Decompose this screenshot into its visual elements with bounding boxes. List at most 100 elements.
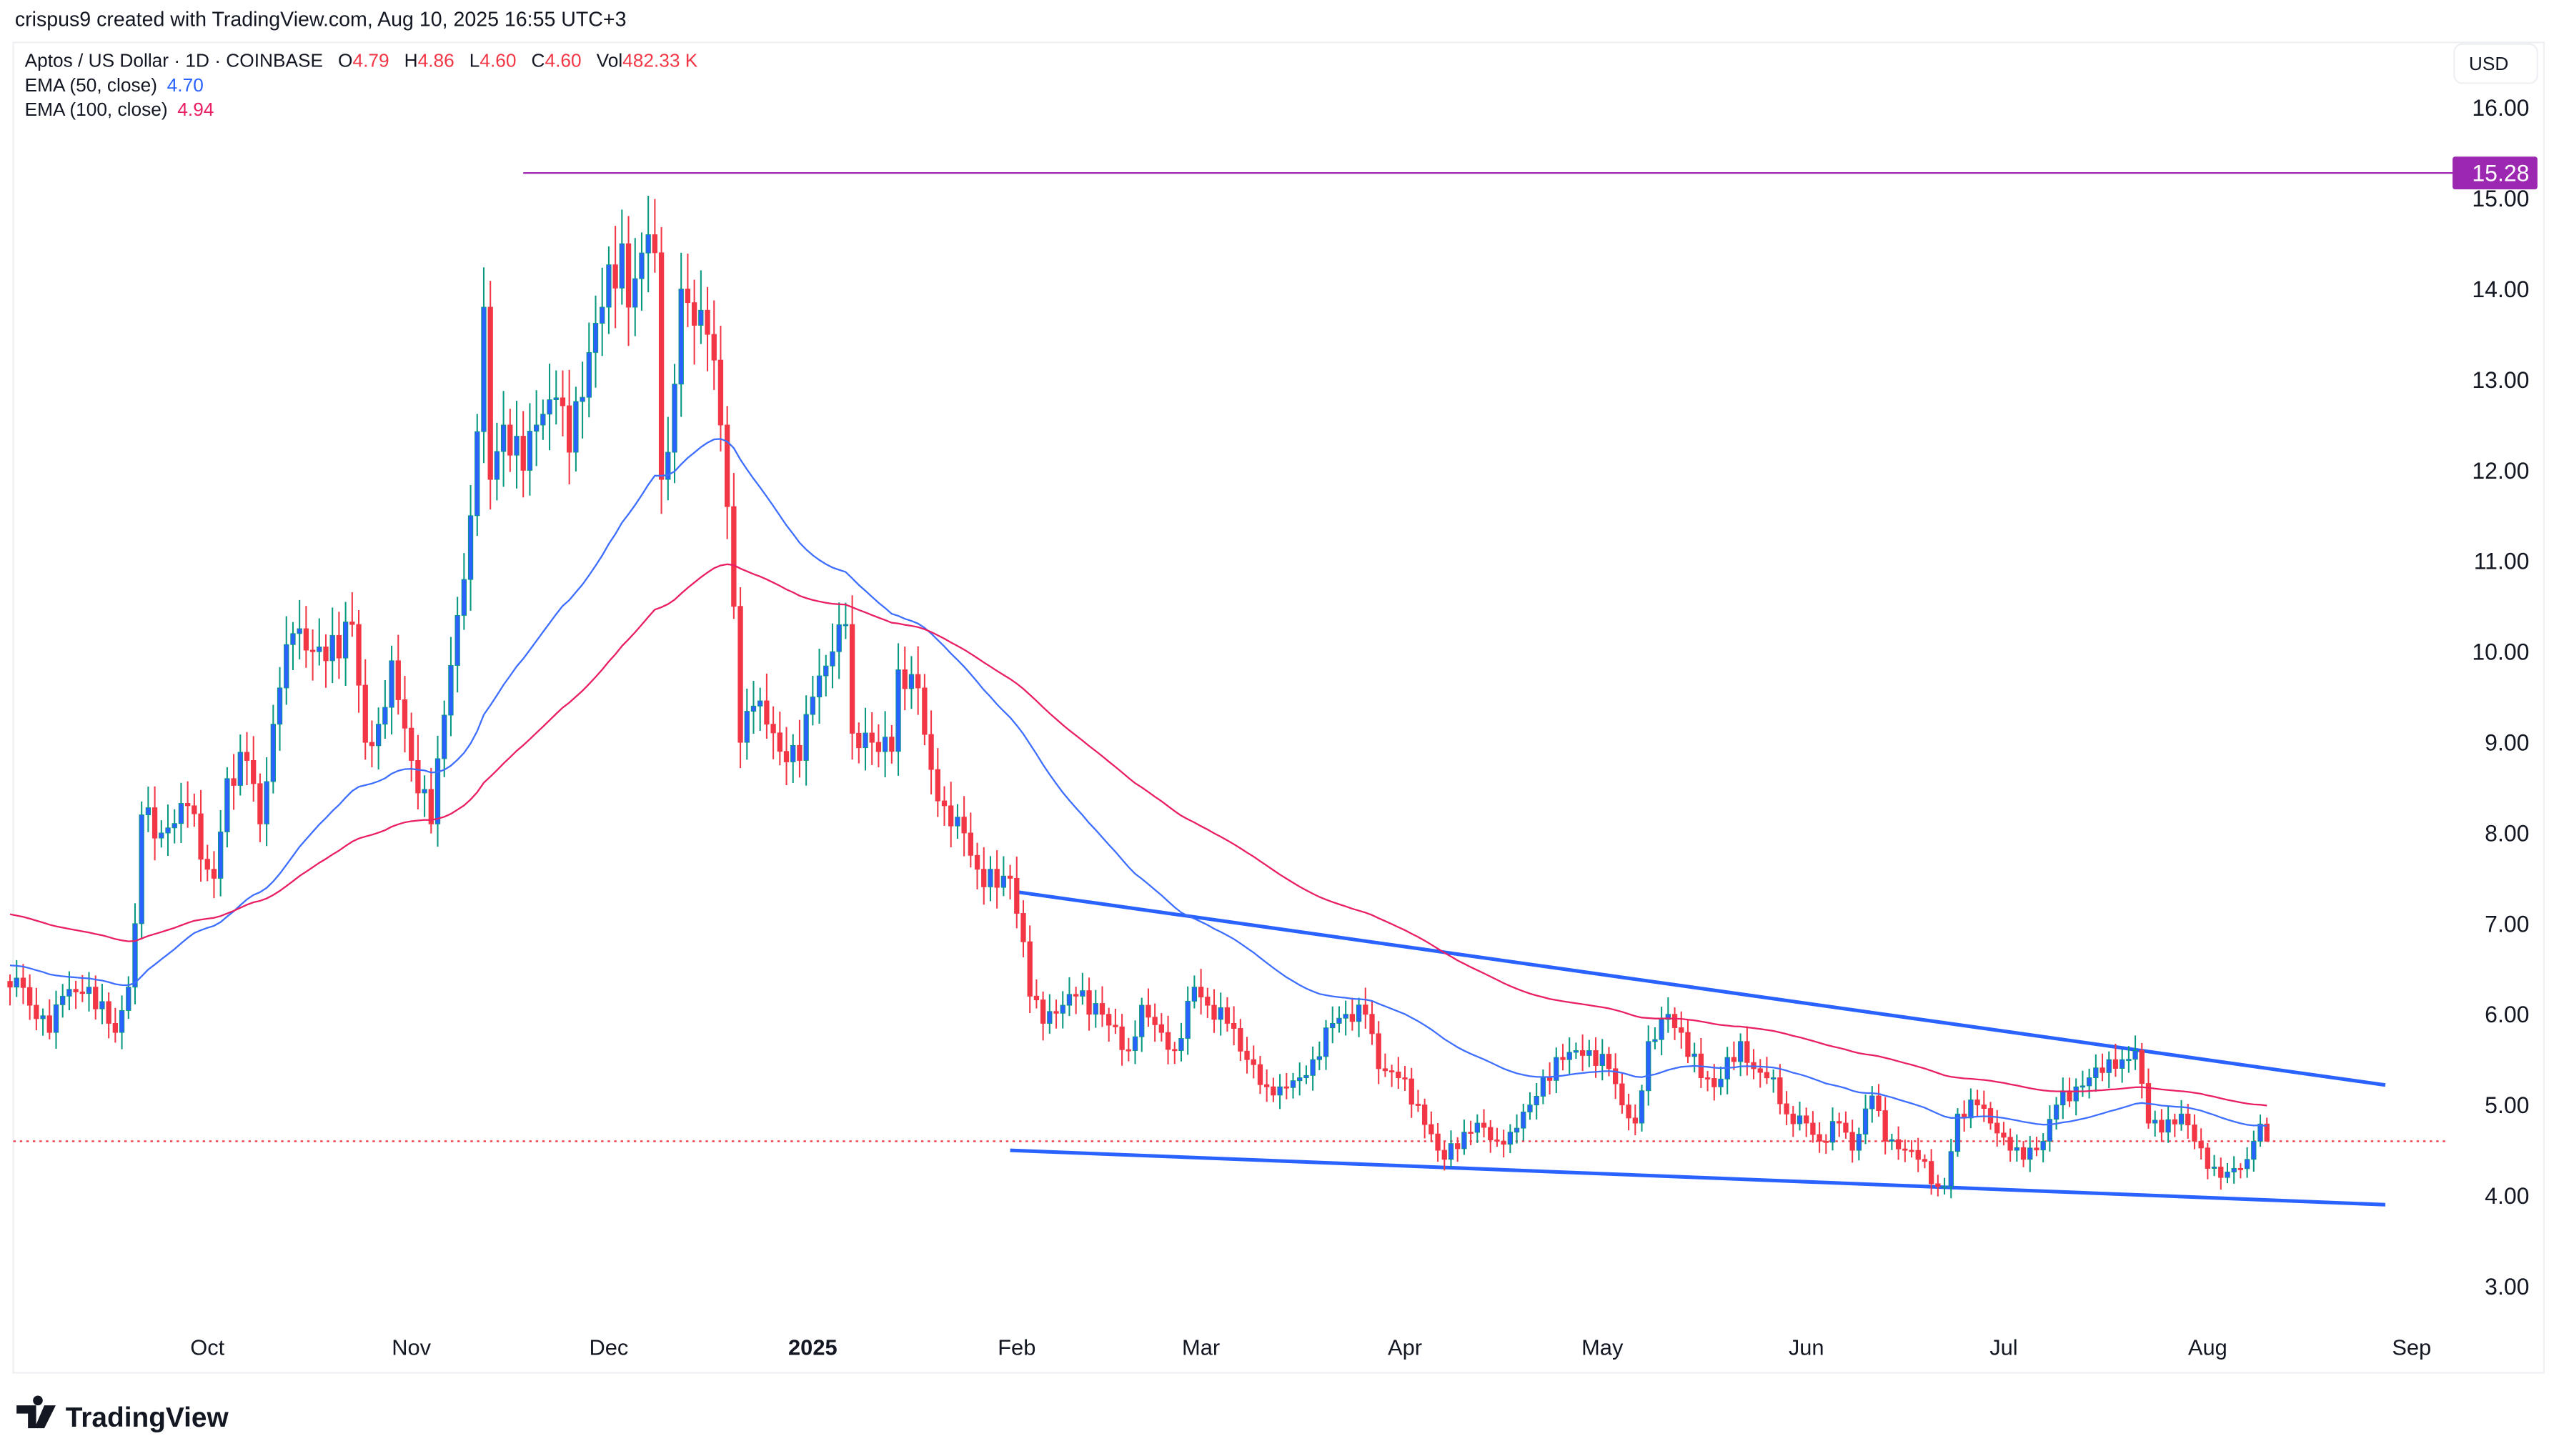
candle-up (2086, 1068, 2092, 1099)
candle-down (26, 974, 33, 1020)
candle-body (2172, 1119, 2177, 1125)
candle-body (1231, 1022, 1237, 1029)
candle-down (2007, 1128, 2013, 1162)
candle-body (349, 622, 355, 625)
candle-body (1856, 1134, 1862, 1151)
candle-body (270, 724, 276, 782)
candle-body (145, 807, 151, 816)
candle-up (592, 295, 599, 388)
time-axis[interactable]: Oct Nov Dec 2025 Feb Mar Apr May Jun Jul Aug Sep (190, 1335, 2431, 1360)
candle-down (1560, 1044, 1566, 1071)
candle-up (836, 602, 842, 679)
candle-up (1185, 986, 1191, 1055)
candle-up (955, 804, 960, 839)
candle-body (1224, 1007, 1231, 1024)
candle-body (1488, 1127, 1494, 1141)
candle-body (1080, 990, 1085, 997)
candle-body (2014, 1147, 2019, 1151)
candle-up (178, 782, 184, 843)
candle-body (1468, 1132, 1474, 1134)
candle-down (994, 850, 1000, 909)
candle-down (1744, 1026, 1750, 1076)
candle-body (1560, 1057, 1566, 1060)
candle-down (1211, 989, 1217, 1033)
candle-body (1514, 1127, 1520, 1133)
trendline-upper[interactable] (1016, 889, 2386, 1087)
candle-body (580, 397, 585, 402)
candle-up (2060, 1077, 2066, 1120)
candle-up (1000, 856, 1007, 897)
candle-body (1086, 990, 1092, 1015)
candle-body (895, 669, 901, 752)
candle-body (843, 624, 849, 627)
candle-body (53, 1004, 59, 1033)
candle-down (1126, 1037, 1131, 1062)
candle-down (2100, 1053, 2105, 1082)
candle-body (1942, 1186, 1947, 1189)
trendline-lower[interactable] (1010, 1148, 2386, 1207)
x-tick-label: Sep (2392, 1335, 2431, 1360)
candle-down (691, 279, 697, 365)
candle-body (1271, 1086, 1276, 1096)
candle-body (1047, 1011, 1053, 1024)
ema50-line (9, 438, 2267, 1127)
candle-body (2086, 1077, 2092, 1087)
currency-button[interactable]: USD (2453, 43, 2538, 84)
candle-up (2126, 1046, 2132, 1073)
candle-down (1224, 997, 1231, 1032)
candle-body (2152, 1120, 2158, 1124)
candle-down (1777, 1064, 1783, 1115)
candle-down (1849, 1120, 1855, 1163)
candle-down (1238, 1019, 1243, 1062)
candle-down (1441, 1141, 1447, 1171)
candle-body (1494, 1140, 1500, 1142)
candle-body (442, 714, 447, 759)
candle-body (1343, 1014, 1348, 1019)
candle-up (830, 623, 835, 689)
candle-up (1507, 1124, 1514, 1153)
candle-body (1198, 987, 1204, 998)
candle-up (1178, 1022, 1184, 1062)
candle-body (1191, 987, 1198, 1002)
candle-down (369, 720, 375, 768)
candle-body (1665, 1014, 1671, 1020)
candle-up (606, 246, 612, 334)
candle-body (1349, 1014, 1356, 1022)
candle-body (1744, 1041, 1750, 1063)
candle-body (1837, 1121, 1842, 1124)
candle-body (257, 783, 263, 824)
price-axis[interactable]: 3.00 4.00 5.00 6.00 7.00 8.00 9.00 10.00 11.00 12… (2472, 95, 2529, 1300)
candle-body (184, 803, 191, 807)
candle-up (165, 804, 171, 856)
candle-body (2257, 1123, 2263, 1142)
candle-body (14, 977, 19, 988)
candle-body (1711, 1078, 1717, 1087)
candle-body (1422, 1105, 1428, 1125)
candle-body (2100, 1067, 2105, 1073)
candle-down (1704, 1071, 1711, 1092)
candle-body (783, 751, 790, 762)
ema100-value: 4.94 (177, 99, 214, 120)
candle-down (2218, 1157, 2224, 1190)
candle-body (1185, 1000, 1191, 1039)
y-tick-label: 9.00 (2485, 729, 2529, 755)
candle-down (1146, 988, 1151, 1027)
svg-text:EMA (100, close)4.94: EMA (100, close) 4.94 (25, 99, 214, 120)
volume-value: 482.33 K (622, 50, 698, 71)
candle-body (1020, 913, 1026, 942)
candle-body (625, 243, 632, 308)
candle-up (494, 422, 500, 501)
candle-body (797, 744, 803, 761)
candle-body (139, 814, 144, 924)
candle-down (2237, 1163, 2244, 1179)
candle-up (672, 364, 677, 484)
candle-body (1455, 1143, 1461, 1150)
candle-body (211, 869, 217, 879)
candle-up (1652, 1027, 1658, 1049)
candle-down (1685, 1019, 1691, 1064)
x-tick-label: Dec (590, 1335, 629, 1360)
candle-down (20, 964, 26, 1004)
candle-up (434, 735, 441, 847)
candle-body (151, 807, 158, 839)
